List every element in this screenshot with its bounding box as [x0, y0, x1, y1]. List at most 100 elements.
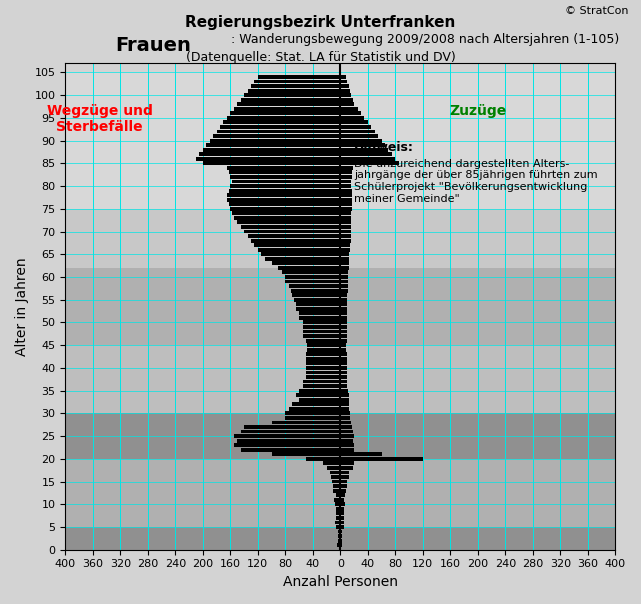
Bar	[340, 120, 368, 124]
Bar	[340, 89, 350, 92]
Bar	[254, 80, 340, 83]
Bar	[333, 489, 340, 492]
Bar	[340, 116, 365, 120]
Bar	[229, 202, 340, 206]
Bar	[340, 225, 351, 229]
Bar	[285, 275, 340, 279]
Bar	[340, 448, 354, 452]
Bar	[306, 352, 340, 356]
Bar	[262, 252, 340, 256]
Bar	[65, 345, 615, 413]
Bar	[340, 330, 347, 333]
Bar	[338, 534, 340, 538]
Bar	[335, 503, 340, 506]
Bar	[291, 289, 340, 292]
Bar	[335, 507, 340, 511]
Bar	[340, 339, 347, 342]
Bar	[340, 516, 344, 520]
Bar	[340, 125, 371, 129]
Bar	[244, 230, 340, 234]
Text: Zuzüge: Zuzüge	[449, 104, 506, 118]
Bar	[210, 139, 340, 143]
Bar	[299, 312, 340, 315]
Bar	[340, 334, 347, 338]
Bar	[340, 243, 350, 247]
Bar	[340, 361, 347, 365]
Bar	[272, 262, 340, 265]
Bar	[340, 107, 358, 111]
Bar	[272, 452, 340, 456]
Bar	[247, 89, 340, 92]
Bar	[340, 157, 395, 161]
Bar	[340, 434, 354, 438]
Bar	[65, 413, 615, 459]
Bar	[251, 239, 340, 243]
Bar	[234, 434, 340, 438]
Bar	[340, 266, 349, 270]
Bar	[340, 93, 351, 97]
Bar	[292, 293, 340, 297]
Text: Hinweis:: Hinweis:	[354, 141, 414, 153]
Bar	[338, 539, 340, 542]
Bar	[296, 393, 340, 397]
Bar	[340, 503, 345, 506]
Bar	[340, 216, 351, 220]
Bar	[340, 379, 347, 384]
Bar	[306, 357, 340, 361]
Text: © StratCon: © StratCon	[565, 6, 628, 16]
Bar	[199, 152, 340, 156]
Bar	[335, 493, 340, 497]
Bar	[340, 370, 347, 374]
Bar	[340, 80, 347, 83]
Bar	[306, 375, 340, 379]
Bar	[306, 361, 340, 365]
Bar	[340, 471, 349, 474]
Bar	[227, 193, 340, 197]
Bar	[335, 521, 340, 524]
Bar	[340, 352, 347, 356]
Bar	[340, 188, 352, 193]
Bar	[323, 461, 340, 465]
Bar	[340, 307, 347, 310]
Bar	[294, 298, 340, 301]
Bar	[340, 366, 347, 370]
Bar	[340, 411, 350, 416]
Bar	[203, 161, 340, 165]
Bar	[234, 443, 340, 447]
Bar	[340, 389, 348, 393]
Bar	[306, 370, 340, 374]
Bar	[306, 366, 340, 370]
Bar	[229, 188, 340, 193]
Bar	[240, 98, 340, 101]
Bar	[340, 143, 385, 147]
Bar	[340, 348, 346, 352]
Bar	[230, 111, 340, 115]
Bar	[340, 393, 349, 397]
Bar	[229, 170, 340, 175]
Bar	[285, 416, 340, 420]
Bar	[340, 166, 353, 170]
Bar	[231, 179, 340, 184]
Bar	[340, 543, 342, 547]
Bar	[299, 389, 340, 393]
Bar	[338, 530, 340, 533]
Bar	[220, 125, 340, 129]
Bar	[203, 148, 340, 152]
Bar	[230, 207, 340, 211]
Bar	[285, 280, 340, 283]
Bar	[340, 211, 351, 215]
Bar	[292, 402, 340, 406]
Bar	[331, 475, 340, 479]
Bar	[247, 234, 340, 238]
Bar	[258, 248, 340, 252]
Bar	[340, 202, 352, 206]
X-axis label: Anzahl Personen: Anzahl Personen	[283, 575, 398, 589]
Text: Regierungsbezirk Unterfranken: Regierungsbezirk Unterfranken	[185, 15, 456, 30]
Bar	[340, 75, 346, 79]
Bar	[251, 84, 340, 88]
Bar	[340, 230, 351, 234]
Bar	[303, 334, 340, 338]
Bar	[340, 343, 346, 347]
Bar	[307, 343, 340, 347]
Bar	[340, 293, 347, 297]
